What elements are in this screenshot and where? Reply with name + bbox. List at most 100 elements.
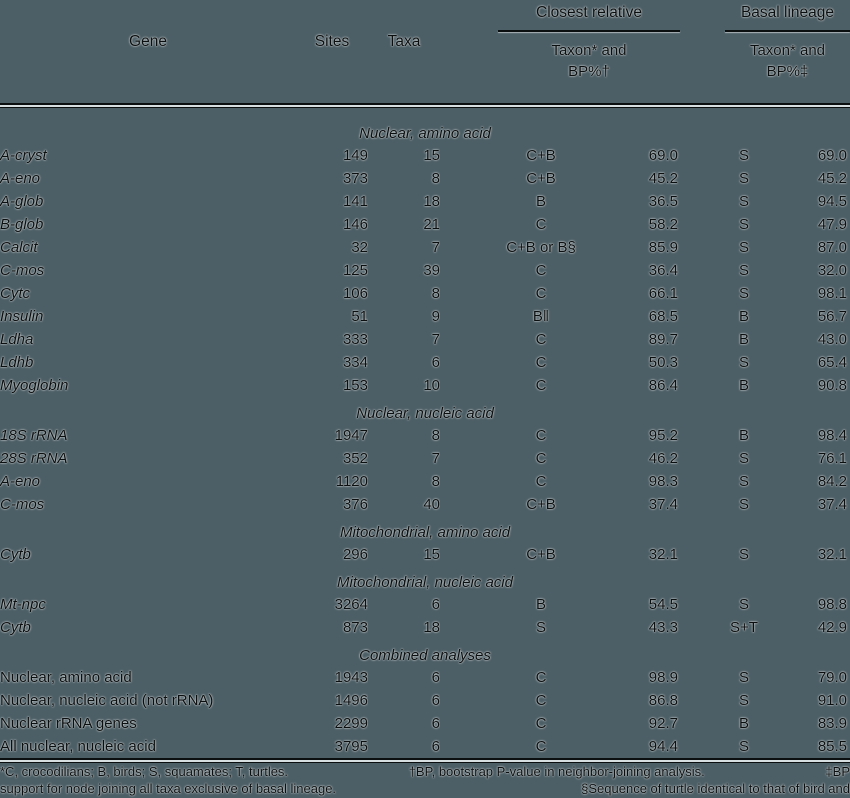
basal-lineage-taxon-cell: S bbox=[738, 496, 749, 513]
taxa-cell: 18 bbox=[423, 193, 440, 210]
gene-cell: A-eno bbox=[0, 170, 41, 187]
table-row: C-mos 376 40 C+B 37.4 S 37.4 bbox=[0, 493, 850, 516]
basal-lineage-taxon-cell: S bbox=[738, 193, 749, 210]
basal-lineage-bp-cell: 42.9 bbox=[817, 619, 848, 636]
closest-relative-bp-cell: 66.1 bbox=[648, 285, 678, 302]
closest-relative-taxon-cell: C bbox=[535, 692, 547, 709]
basal-lineage-title: Basal lineage bbox=[740, 4, 835, 21]
gene-support-table: Gene Sites Taxa Closest relative Taxon* … bbox=[0, 0, 850, 755]
closest-relative-bp-cell: 98.3 bbox=[648, 473, 678, 490]
footnote-segment: *C, crocodilians; B, birds; S, squamates… bbox=[0, 764, 289, 779]
closest-relative-taxon-cell: C bbox=[535, 331, 547, 348]
taxa-cell: 15 bbox=[423, 147, 440, 164]
sites-cell: 1120 bbox=[335, 473, 368, 490]
sites-cell: 149 bbox=[342, 147, 368, 164]
basal-lineage-taxon-cell: S bbox=[738, 147, 749, 164]
closest-relative-bp-cell: 68.5 bbox=[648, 308, 678, 325]
basal-lineage-bp-cell: 32.1 bbox=[817, 546, 848, 563]
sites-cell: 3795 bbox=[334, 738, 368, 755]
table-row: A-glob 141 18 B 36.5 S 94.5 bbox=[0, 190, 850, 213]
basal-lineage-taxon-cell: S bbox=[738, 473, 749, 490]
header-row: Gene Sites Taxa Closest relative Taxon* … bbox=[0, 0, 850, 94]
closest-relative-bp-cell: 86.4 bbox=[648, 377, 678, 394]
taxa-cell: 8 bbox=[431, 285, 440, 302]
basal-lineage-bp-cell: 98.8 bbox=[817, 596, 848, 613]
taxa-cell: 10 bbox=[423, 377, 440, 394]
closest-relative-taxon-cell: B bbox=[535, 596, 546, 613]
table-row: Cytb 873 18 S 43.3 S+T 42.9 bbox=[0, 616, 850, 639]
gene-cell: Myoglobin bbox=[0, 377, 69, 394]
closest-relative-bp-cell: 85.9 bbox=[648, 239, 678, 256]
basal-lineage-bp-cell: 91.0 bbox=[817, 692, 848, 709]
closest-relative-bp-cell: 54.5 bbox=[648, 596, 678, 613]
header-double-rule bbox=[0, 103, 850, 108]
basal-lineage-bp-cell: 98.4 bbox=[817, 427, 848, 444]
closest-relative-taxon-cell: C bbox=[535, 669, 547, 686]
sites-cell: 3264 bbox=[334, 596, 368, 613]
basal-lineage-taxon-cell: S bbox=[738, 669, 749, 686]
taxa-cell: 21 bbox=[423, 216, 440, 233]
sites-cell: 1943 bbox=[334, 669, 368, 686]
basal-lineage-taxon-cell: S bbox=[738, 170, 749, 187]
gene-cell: Ldhb bbox=[0, 354, 34, 371]
closest-relative-bp-cell: 43.3 bbox=[648, 619, 678, 636]
basal-lineage-bp-cell: 47.9 bbox=[817, 216, 848, 233]
basal-lineage-taxon-cell: S bbox=[738, 596, 749, 613]
footnote-segment: support for node joining all taxa exclus… bbox=[0, 780, 337, 796]
taxa-cell: 6 bbox=[431, 354, 440, 371]
footnote-line-1: *C, crocodilians; B, birds; S, squamates… bbox=[0, 764, 850, 781]
basal-lineage-bp-cell: 94.5 bbox=[817, 193, 848, 210]
basal-lineage-rule bbox=[725, 29, 850, 32]
sites-cell: 373 bbox=[342, 170, 368, 187]
gene-cell: 18S rRNA bbox=[0, 427, 68, 444]
sites-cell: 146 bbox=[342, 216, 368, 233]
taxa-cell: 39 bbox=[423, 262, 440, 279]
taxa-cell: 18 bbox=[423, 619, 440, 636]
footnote-line-2: support for node joining all taxa exclus… bbox=[0, 781, 850, 798]
gene-cell: Nuclear, nucleic acid (not rRNA) bbox=[0, 692, 214, 709]
col-header-sites: Sites bbox=[314, 33, 350, 50]
gene-cell: Cytc bbox=[0, 285, 30, 302]
col-header-gene: Gene bbox=[129, 33, 167, 50]
closest-relative-bp-cell: 32.1 bbox=[648, 546, 678, 563]
closest-relative-taxon-cell: C+B bbox=[526, 170, 556, 187]
sites-cell: 51 bbox=[351, 308, 368, 325]
table-row: A-cryst 149 15 C+B 69.0 S 69.0 bbox=[0, 144, 850, 167]
basal-lineage-taxon-cell: S bbox=[738, 239, 749, 256]
basal-lineage-bp-cell: 69.0 bbox=[817, 147, 848, 164]
gene-cell: A-cryst bbox=[0, 147, 47, 164]
sites-cell: 125 bbox=[342, 262, 368, 279]
closest-relative-taxon-cell: C+B bbox=[526, 496, 556, 513]
table-row: Nuclear, nucleic acid (not rRNA) 1496 6 C 86… bbox=[0, 689, 850, 712]
table-row: Cytb 296 15 C+B 32.1 S 32.1 bbox=[0, 543, 850, 566]
basal-lineage-bp-cell: 79.0 bbox=[817, 669, 848, 686]
closest-relative-bp-cell: 37.4 bbox=[648, 496, 678, 513]
taxa-cell: 7 bbox=[431, 450, 440, 467]
gene-cell: B-glob bbox=[0, 216, 44, 233]
sites-cell: 106 bbox=[342, 285, 368, 302]
closest-relative-taxon-cell: C bbox=[535, 473, 547, 490]
footnote-segment: ‡BP bbox=[825, 764, 850, 779]
taxa-cell: 7 bbox=[431, 239, 440, 256]
basal-lineage-bp-cell: 87.0 bbox=[817, 239, 848, 256]
gene-cell: Nuclear rRNA genes bbox=[0, 715, 137, 732]
col-group-basal-lineage: Basal lineage Taxon* and BP%‡ bbox=[680, 0, 850, 94]
gene-cell: Ldha bbox=[0, 331, 34, 348]
table-row: Myoglobin 153 10 C 86.4 B 90.8 bbox=[0, 374, 850, 397]
table-row: Nuclear rRNA genes 2299 6 C 92.7 B 83.9 bbox=[0, 712, 850, 735]
taxa-cell: 6 bbox=[431, 692, 440, 709]
basal-lineage-taxon-cell: S+T bbox=[730, 619, 758, 636]
sites-cell: 141 bbox=[342, 193, 368, 210]
basal-lineage-bp-cell: 37.4 bbox=[817, 496, 848, 513]
closest-relative-taxon-cell: C+B bbox=[526, 546, 556, 563]
basal-lineage-bp-cell: 76.1 bbox=[817, 450, 848, 467]
closest-relative-bp-cell: 46.2 bbox=[648, 450, 678, 467]
gene-cell: A-eno bbox=[0, 473, 41, 490]
closest-relative-taxon-cell: C+B bbox=[526, 147, 556, 164]
basal-lineage-taxon-cell: S bbox=[738, 216, 749, 233]
table-row: Insulin 51 9 B‖ 68.5 B 56.7 bbox=[0, 305, 850, 328]
table-row: Nuclear, amino acid 1943 6 C 98.9 S 79.0 bbox=[0, 666, 850, 689]
basal-lineage-sub-1: Taxon* and bbox=[749, 41, 826, 59]
table-row: B-glob 146 21 C 58.2 S 47.9 bbox=[0, 213, 850, 236]
basal-lineage-bp-cell: 65.4 bbox=[817, 354, 848, 371]
